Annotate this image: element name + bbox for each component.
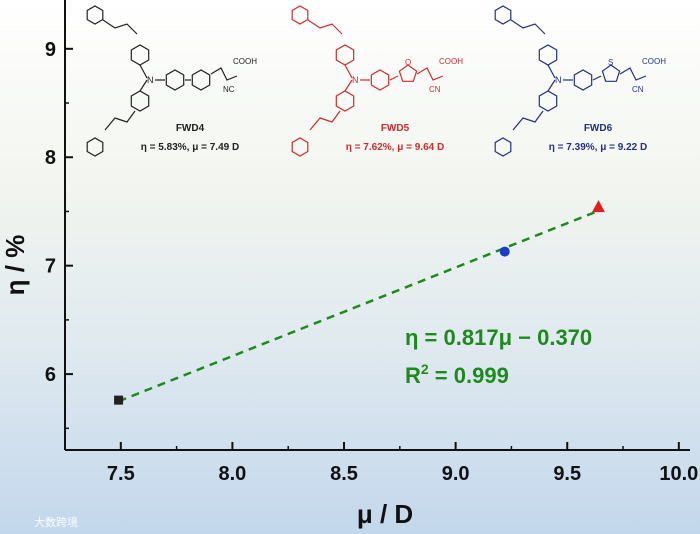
y-axis-title: η / %: [0, 235, 30, 296]
molecule-structures: N COOH NC FWD4 η = 5.83%, μ = 7.49 D N O COOH CN…: [86, 5, 666, 157]
molecule-properties: η = 5.83%, μ = 7.49 D: [141, 142, 239, 153]
vinyl-bond: [512, 110, 544, 131]
amine-n-label: N: [147, 75, 154, 85]
acid-label: COOH: [233, 57, 257, 66]
nitrile-label: CN: [632, 85, 644, 94]
molecule-fwd5: N O COOH CN FWD5 η = 7.62%, μ = 9.64 D: [291, 5, 463, 157]
y-tick-label: 8: [45, 147, 56, 169]
heteroaromatic-ring: [601, 64, 621, 82]
bond: [139, 79, 148, 92]
acrylic-bond: [619, 67, 647, 81]
vinyl-bond: [307, 19, 343, 35]
benzene-ring: [165, 69, 185, 91]
data-points: [114, 200, 605, 405]
benzene-ring: [335, 44, 355, 66]
data-point-square: [114, 395, 124, 405]
bond: [547, 79, 556, 92]
benzene-ring: [573, 69, 593, 91]
x-axis-title: μ / D: [357, 499, 413, 529]
benzene-ring: [538, 44, 558, 66]
heteroaromatic-ring: [398, 64, 418, 82]
bond: [389, 75, 399, 81]
fit-line: [118, 209, 599, 403]
benzene-ring: [370, 69, 390, 91]
bond: [547, 64, 556, 79]
benzene-ring: [191, 69, 211, 91]
molecule-fwd6: N S COOH CN FWD6 η = 7.39%, μ = 9.22 D: [494, 5, 666, 157]
acid-label: COOH: [642, 57, 666, 66]
benzene-ring: [291, 137, 309, 157]
data-point-circle: [499, 246, 510, 257]
benzene-ring: [538, 90, 558, 112]
acid-label: COOH: [439, 57, 463, 66]
benzene-ring: [494, 5, 512, 25]
nitrile-label: NC: [223, 85, 235, 94]
bond: [139, 64, 148, 79]
y-tick-label: 9: [45, 39, 56, 61]
vinyl-bond: [510, 19, 546, 35]
axis-ticks: 7.5 8.0 8.5 9.0 9.5 10.0 6 7 8 9: [45, 39, 698, 485]
acrylic-bond: [210, 67, 238, 81]
benzene-ring: [335, 90, 355, 112]
benzene-ring: [494, 137, 512, 157]
fit-equation: η = 0.817μ − 0.370: [405, 325, 592, 350]
x-tick-label: 9.0: [442, 463, 470, 485]
benzene-ring: [86, 137, 104, 157]
molecule-properties: η = 7.62%, μ = 9.64 D: [346, 142, 444, 153]
benzene-ring: [86, 5, 104, 25]
vinyl-bond: [309, 110, 341, 131]
amine-n-label: N: [352, 75, 359, 85]
x-tick-label: 10.0: [659, 463, 698, 485]
bond: [344, 79, 353, 92]
x-tick-label: 8.0: [219, 463, 247, 485]
bond: [592, 75, 602, 81]
molecule-name: FWD5: [381, 123, 410, 134]
benzene-ring: [130, 90, 150, 112]
vinyl-bond: [102, 19, 138, 35]
watermark: 大数跨境: [34, 515, 78, 529]
bond: [344, 64, 353, 79]
acrylic-bond: [416, 67, 444, 81]
x-tick-label: 9.5: [553, 463, 581, 485]
vinyl-bond: [104, 110, 136, 131]
molecule-name: FWD6: [584, 123, 613, 134]
molecule-fwd4: N COOH NC FWD4 η = 5.83%, μ = 7.49 D: [86, 5, 257, 157]
r-squared: R2 = 0.999: [405, 361, 509, 388]
y-tick-label: 7: [45, 256, 56, 278]
data-point-triangle: [591, 200, 605, 213]
heteroatom-label: S: [608, 58, 613, 67]
heteroatom-label: O: [405, 58, 411, 67]
amine-n-label: N: [555, 75, 562, 85]
x-tick-label: 8.5: [330, 463, 358, 485]
y-tick-label: 6: [45, 364, 56, 386]
molecule-name: FWD4: [176, 123, 205, 134]
molecule-properties: η = 7.39%, μ = 9.22 D: [549, 142, 647, 153]
x-tick-label: 7.5: [107, 463, 135, 485]
nitrile-label: CN: [429, 85, 441, 94]
benzene-ring: [291, 5, 309, 25]
benzene-ring: [130, 44, 150, 66]
